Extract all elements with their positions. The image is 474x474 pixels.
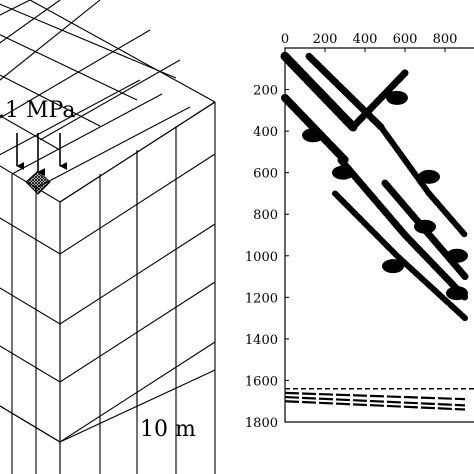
nonzero-band [378,123,432,197]
coupling-rows [284,400,466,411]
nonzero-cluster [332,165,354,180]
loaded-patch [25,170,51,195]
x-tick-label: 400 [353,32,378,47]
mesh-edge [29,0,216,103]
x-tick-label: 200 [313,32,338,47]
mesh-edge [0,153,216,255]
nonzero-cluster [414,219,436,234]
x-axis-ticks: 0 200 400 600 800 [281,32,458,52]
mesh-edge [0,0,61,44]
nonzero-cluster [418,169,440,184]
nonzero-band [349,69,409,131]
y-tick-label: 1200 [245,291,278,306]
nonzero-cluster [446,248,468,263]
y-tick-label: 200 [253,84,278,99]
y-tick-label: 600 [253,167,278,182]
nonzero-band [426,190,468,238]
nonzero-cluster [382,259,404,274]
nonzero-band [394,252,468,322]
y-axis-ticks: 200 400 600 800 1000 1200 1400 1600 1800 [245,84,289,431]
load-arrows [16,133,68,195]
nonzero-cluster [386,90,408,105]
y-tick-label: 400 [253,125,278,140]
mesh-edge [0,0,31,16]
coupling-rows [284,395,466,407]
y-tick-label: 800 [253,208,278,223]
nonzero-cluster [446,286,468,301]
load-label: .1 MPa [0,98,75,123]
coupling-rows [284,391,466,401]
mesh-edge [0,0,101,81]
mesh-edge [0,34,138,101]
mesh-edge [39,59,181,141]
y-tick-label: 1000 [245,250,278,265]
x-tick-label: 0 [281,32,289,47]
sparsity-plot: 0 200 400 600 800 200 400 600 800 1000 1200 1400 16… [245,32,474,431]
mesh-edge [0,29,151,119]
fe-mesh [0,0,216,474]
x-tick-label: 600 [393,32,418,47]
y-tick-label: 1400 [245,333,278,348]
mesh-edge [35,106,191,189]
plot-frame [284,47,474,423]
mesh-edge [0,3,177,79]
y-tick-label: 1800 [245,416,278,431]
mesh-edge [0,369,216,443]
dimension-label: 10 m [140,417,196,442]
mesh-edge [59,101,216,203]
nonzero-pattern [280,51,469,411]
mesh-edge [0,281,216,383]
mesh-edge [11,93,163,175]
x-tick-label: 800 [433,32,458,47]
mesh-edge [0,223,216,325]
nonzero-cluster [302,128,324,143]
nonzero-band [332,190,400,259]
nonzero-band [280,51,358,132]
y-tick-label: 1600 [245,374,278,389]
mesh-edge [0,79,141,156]
